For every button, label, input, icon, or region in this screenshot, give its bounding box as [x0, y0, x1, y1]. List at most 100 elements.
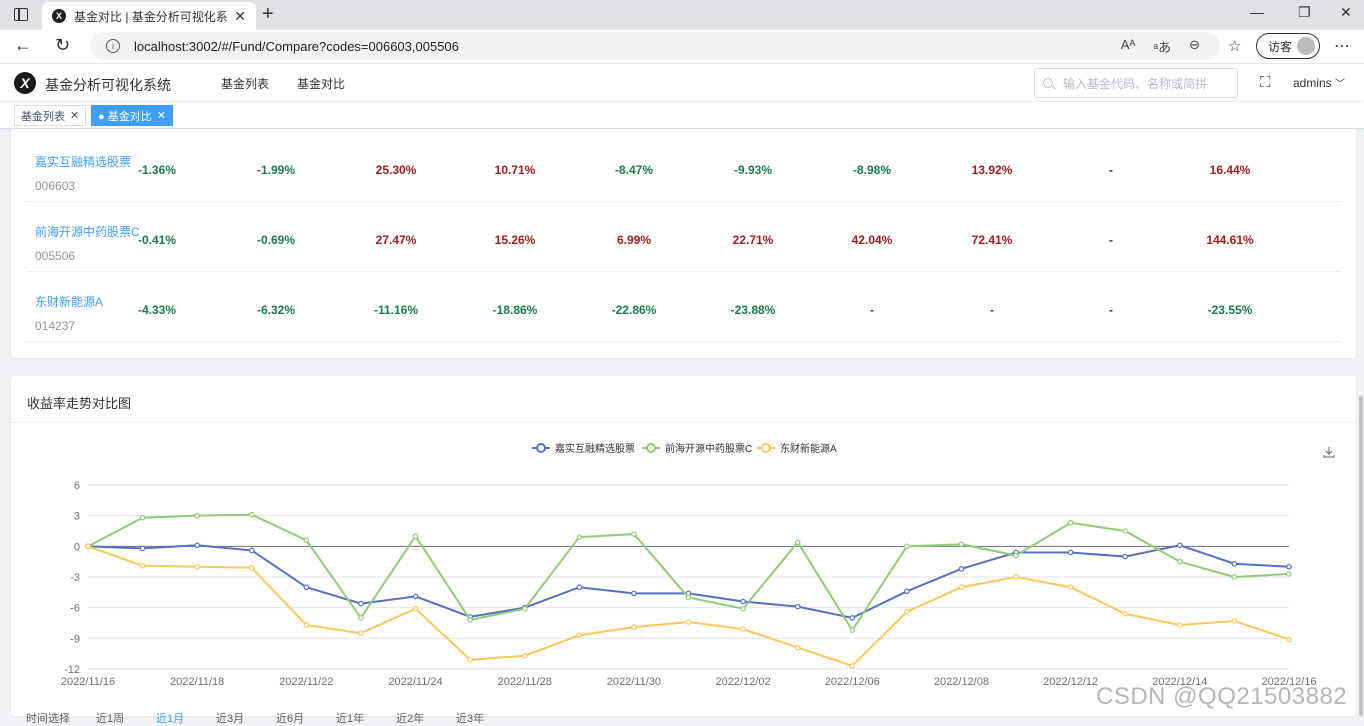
data-point[interactable] [139, 545, 146, 552]
data-point[interactable] [1067, 549, 1074, 556]
data-point[interactable] [1122, 611, 1129, 617]
time-range-tab[interactable]: 近1周 [96, 713, 125, 725]
time-range-tab[interactable]: 近6月 [276, 713, 305, 725]
data-point[interactable] [685, 594, 692, 601]
data-point[interactable] [576, 632, 583, 639]
data-point[interactable] [849, 663, 856, 669]
data-point[interactable] [794, 603, 801, 610]
data-point[interactable] [85, 543, 91, 550]
data-point[interactable] [1013, 574, 1019, 580]
data-point[interactable] [467, 617, 473, 623]
data-point[interactable] [576, 584, 583, 591]
data-point[interactable] [958, 566, 965, 572]
data-point[interactable] [1286, 571, 1292, 577]
fund-name-link[interactable]: 嘉实互融精选股票 [35, 155, 132, 169]
page-scrollbar[interactable] [1359, 396, 1363, 716]
tag-fund-list[interactable]: 基金列表 ✕ [14, 105, 87, 126]
minimize-icon[interactable]: — [1250, 4, 1264, 20]
time-range-tab[interactable]: 近1月 [156, 713, 185, 725]
data-point[interactable] [1231, 560, 1238, 567]
reload-icon[interactable]: ↻ [55, 35, 71, 55]
fullscreen-icon[interactable]: ⛶ [1260, 74, 1271, 91]
data-point[interactable] [685, 619, 692, 625]
data-point[interactable] [412, 533, 419, 539]
data-point[interactable] [849, 627, 856, 633]
data-point[interactable] [139, 514, 146, 521]
data-point[interactable] [248, 547, 255, 554]
data-point[interactable] [740, 626, 746, 632]
tag-fund-compare[interactable]: ● 基金对比 ✕ [91, 105, 173, 126]
legend-marker[interactable] [761, 443, 771, 453]
data-point[interactable] [1122, 553, 1129, 560]
data-point[interactable] [1231, 618, 1238, 624]
fund-name-link[interactable]: 前海开源中药股票C [35, 225, 140, 239]
data-point[interactable] [248, 511, 255, 518]
data-point[interactable] [358, 600, 364, 607]
data-point[interactable] [1122, 528, 1129, 534]
data-point[interactable] [194, 563, 200, 570]
data-point[interactable] [248, 565, 255, 571]
browser-tab-active[interactable]: X 基金对比 | 基金分析可视化系统 ✕ [42, 2, 256, 30]
legend-label[interactable]: 前海开源中药股票C [665, 442, 752, 455]
read-aloud-icon[interactable]: Aᴬ [1120, 37, 1136, 52]
time-range-tab[interactable]: 近3月 [216, 713, 245, 725]
data-point[interactable] [358, 630, 364, 637]
data-point[interactable] [521, 605, 528, 612]
time-range-tab[interactable]: 近1年 [336, 713, 365, 725]
legend-label[interactable]: 东财新能源A [780, 442, 837, 455]
data-point[interactable] [303, 537, 310, 544]
maximize-icon[interactable]: ❐ [1298, 4, 1311, 20]
data-point[interactable] [1177, 622, 1183, 628]
data-point[interactable] [412, 605, 419, 612]
close-tab-icon[interactable]: ✕ [234, 7, 246, 24]
data-point[interactable] [303, 622, 310, 628]
translate-icon[interactable]: ᵃあ [1153, 40, 1172, 55]
legend-label[interactable]: 嘉实互融精选股票 [555, 442, 635, 455]
data-point[interactable] [740, 598, 746, 605]
data-point[interactable] [958, 584, 965, 591]
data-point[interactable] [904, 588, 910, 595]
data-point[interactable] [576, 534, 583, 540]
legend-marker[interactable] [536, 443, 546, 453]
data-point[interactable] [631, 590, 637, 597]
data-point[interactable] [1231, 574, 1238, 580]
download-icon[interactable] [1323, 446, 1335, 458]
new-tab-icon[interactable]: + [262, 3, 274, 25]
fund-name-link[interactable]: 东财新能源A [35, 295, 104, 309]
favorites-icon[interactable]: ☆ [1228, 38, 1242, 55]
data-point[interactable] [631, 531, 637, 537]
window-close-icon[interactable]: ✕ [1340, 4, 1352, 20]
url-field[interactable]: i localhost:3002/#/Fund/Compare?codes=00… [90, 32, 1220, 60]
menu-fund-compare[interactable]: 基金对比 [297, 77, 346, 91]
close-icon[interactable]: ✕ [156, 110, 166, 122]
data-point[interactable] [1013, 552, 1019, 559]
time-range-tab[interactable]: 近2年 [396, 713, 425, 725]
data-point[interactable] [358, 615, 364, 621]
data-point[interactable] [794, 644, 801, 651]
data-point[interactable] [412, 593, 419, 600]
close-icon[interactable]: ✕ [70, 110, 80, 122]
user-dropdown[interactable]: admins ﹀ [1293, 75, 1345, 90]
zoom-icon[interactable]: ⊖ [1189, 37, 1200, 52]
back-icon[interactable]: ← [14, 35, 32, 55]
data-point[interactable] [1286, 636, 1292, 643]
data-point[interactable] [904, 608, 910, 615]
data-point[interactable] [849, 615, 856, 621]
data-point[interactable] [1067, 584, 1074, 591]
legend-marker[interactable] [646, 443, 656, 453]
data-point[interactable] [631, 624, 637, 630]
profile-button[interactable]: 访客 [1256, 33, 1320, 59]
data-point[interactable] [303, 584, 310, 591]
data-point[interactable] [794, 539, 801, 546]
data-point[interactable] [958, 541, 965, 548]
site-info-icon[interactable]: i [106, 39, 120, 53]
data-point[interactable] [740, 605, 746, 612]
data-point[interactable] [1177, 542, 1183, 549]
data-point[interactable] [1067, 520, 1074, 526]
data-point[interactable] [194, 512, 200, 519]
data-point[interactable] [904, 543, 910, 550]
data-point[interactable] [139, 562, 146, 569]
menu-fund-list[interactable]: 基金列表 [221, 77, 270, 91]
sidebar-toggle-icon[interactable] [14, 8, 28, 21]
data-point[interactable] [521, 652, 528, 659]
